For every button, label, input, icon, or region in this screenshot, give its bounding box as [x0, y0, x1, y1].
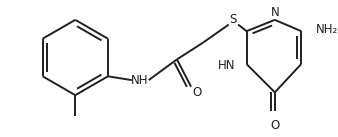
- Text: O: O: [192, 86, 201, 99]
- Text: S: S: [230, 13, 237, 26]
- Text: N: N: [270, 6, 279, 19]
- Text: NH: NH: [130, 74, 148, 87]
- Text: HN: HN: [218, 59, 235, 72]
- Text: NH₂: NH₂: [316, 23, 338, 36]
- Text: O: O: [270, 119, 280, 132]
